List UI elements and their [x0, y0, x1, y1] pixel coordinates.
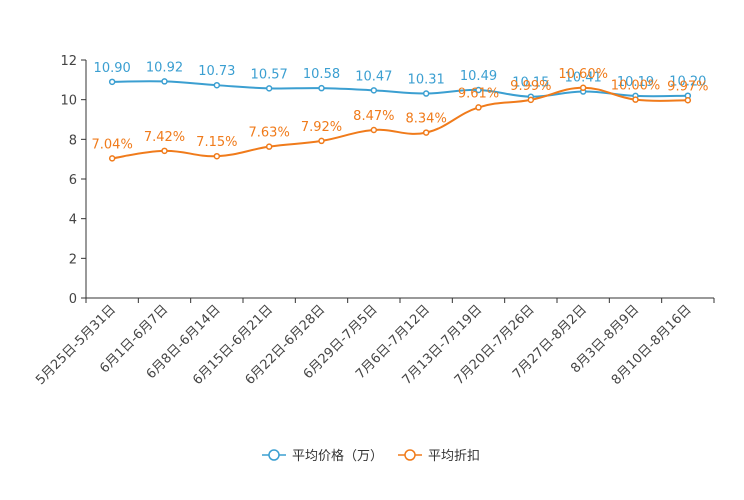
data-point: [318, 137, 325, 145]
series-avg-price: 10.90 10.92 10.73 10.57 10.58 10.47 10.31 10.49…: [94, 60, 706, 100]
data-label: 9.97%: [667, 79, 708, 94]
data-point: [213, 152, 221, 160]
data-point: [632, 96, 639, 103]
data-label: 7.92%: [301, 120, 342, 135]
legend-item-avg-price[interactable]: 平均价格（万）: [262, 448, 383, 464]
data-label: 10.31: [408, 73, 445, 88]
data-point: [422, 90, 430, 97]
data-point: [265, 85, 273, 92]
data-label: 10.19: [617, 75, 654, 90]
data-point: [370, 87, 378, 94]
series-line: [112, 80, 688, 98]
series-avg-discount: 7.04% 7.42% 7.15% 7.63% 7.92% 8.47% 8.34% 9.61%…: [92, 67, 708, 162]
data-label: 9.61%: [458, 86, 499, 101]
data-label: 10.15: [512, 76, 549, 91]
data-label: 8.47%: [353, 109, 394, 124]
data-label: 10.20: [669, 75, 706, 90]
data-point: [579, 84, 587, 92]
data-label: 7.04%: [92, 137, 133, 152]
data-point: [475, 86, 482, 94]
data-label: 10.57: [251, 67, 288, 82]
data-label: 7.63%: [249, 126, 290, 141]
y-tick-label: 10: [60, 94, 77, 109]
data-label: 10.90: [94, 61, 131, 76]
data-point: [161, 78, 168, 85]
data-label: 7.15%: [196, 135, 237, 150]
y-tick-label: 12: [60, 54, 77, 69]
data-point: [108, 78, 116, 86]
data-point: [475, 104, 482, 111]
data-point: [108, 155, 116, 162]
data-point: [527, 96, 535, 104]
data-point: [370, 126, 378, 134]
data-label: 10.00%: [611, 79, 661, 94]
y-tick-label: 4: [69, 213, 77, 228]
y-tick-label: 6: [69, 173, 77, 188]
data-label: 10.49: [460, 69, 497, 84]
axes: 0246810125月25日-5月31日6月1日-6月7日6月8日-6月14日6…: [33, 54, 715, 388]
data-point: [265, 143, 273, 150]
y-tick-label: 0: [69, 292, 77, 307]
data-point: [213, 81, 221, 89]
legend-label: 平均价格（万）: [292, 448, 383, 464]
y-tick-label: 8: [69, 133, 77, 148]
data-label: 10.58: [303, 67, 340, 82]
data-point: [684, 97, 692, 104]
data-point: [161, 147, 168, 155]
data-label: 10.73: [198, 64, 235, 79]
series-layer: 10.90 10.92 10.73 10.57 10.58 10.47 10.31 10.49…: [92, 60, 708, 162]
data-label: 10.92: [146, 60, 183, 75]
legend[interactable]: 平均价格（万） 平均折扣: [262, 448, 480, 464]
y-tick-label: 2: [69, 252, 77, 267]
legend-item-avg-discount[interactable]: 平均折扣: [398, 449, 480, 464]
data-label: 8.34%: [406, 112, 447, 127]
data-point: [318, 84, 325, 92]
legend-marker-icon: [404, 449, 416, 461]
data-label: 10.47: [355, 69, 392, 84]
data-label: 10.60%: [558, 67, 608, 82]
data-label: 10.41: [565, 71, 602, 86]
series-line: [112, 86, 688, 160]
data-point: [422, 129, 430, 136]
data-label: 7.42%: [144, 130, 185, 145]
legend-marker-icon: [268, 449, 280, 461]
data-label: 9.99%: [510, 79, 551, 94]
legend-label: 平均折扣: [428, 449, 480, 464]
